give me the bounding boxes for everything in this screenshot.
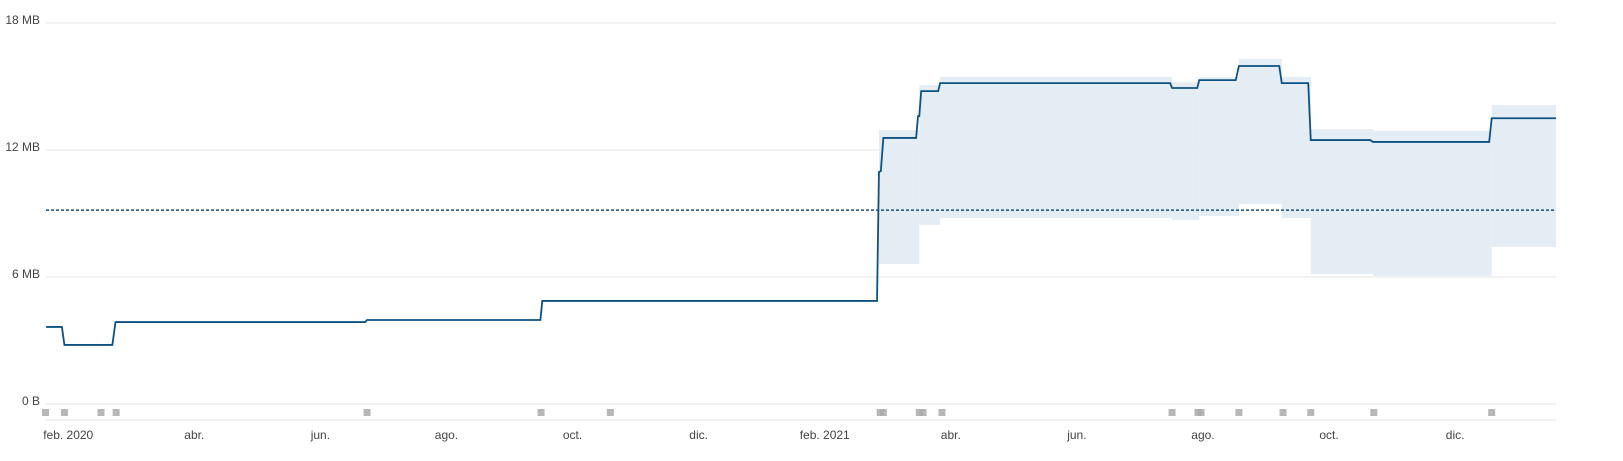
event-marker — [879, 409, 887, 416]
event-marker — [919, 409, 927, 416]
band — [878, 130, 920, 265]
x-tick-label: abr. — [941, 428, 961, 442]
event-marker — [1235, 409, 1243, 416]
band — [1281, 76, 1311, 218]
band — [919, 85, 941, 225]
y-tick-label: 12 MB — [5, 140, 40, 154]
event-marker — [938, 409, 946, 416]
x-tick-label: jun. — [310, 428, 330, 442]
x-tick-label: jun. — [1066, 428, 1086, 442]
event-marker — [915, 409, 923, 416]
event-marker — [97, 409, 105, 416]
x-tick-label: oct. — [1319, 428, 1338, 442]
band — [1491, 105, 1556, 247]
x-tick-label: dic. — [1446, 428, 1465, 442]
event-marker — [1168, 409, 1176, 416]
x-tick-label: ago. — [1191, 428, 1214, 442]
band — [1373, 130, 1492, 276]
band — [1238, 58, 1282, 204]
y-tick-label: 18 MB — [5, 13, 40, 27]
x-tick-label: feb. 2021 — [800, 428, 850, 442]
event-marker — [60, 409, 68, 416]
event-marker — [1197, 409, 1205, 416]
event-marker — [1307, 409, 1315, 416]
x-tick-label: abr. — [184, 428, 204, 442]
band — [1172, 82, 1200, 221]
event-marker — [112, 409, 120, 416]
event-marker — [1279, 409, 1287, 416]
y-tick-label: 6 MB — [12, 267, 40, 281]
band — [1199, 76, 1239, 217]
band — [940, 76, 1173, 218]
band — [1310, 129, 1374, 275]
x-tick-label: dic. — [689, 428, 708, 442]
line — [46, 65, 1556, 346]
event-marker — [363, 409, 371, 416]
event-marker — [537, 409, 545, 416]
event-marker — [606, 409, 614, 416]
event-marker — [1488, 409, 1496, 416]
event-marker — [42, 409, 50, 416]
x-tick-label: oct. — [563, 428, 582, 442]
x-tick-label: feb. 2020 — [43, 428, 93, 442]
x-tick-label: ago. — [435, 428, 458, 442]
event-marker — [1370, 409, 1378, 416]
y-tick-label: 0 B — [22, 394, 40, 408]
